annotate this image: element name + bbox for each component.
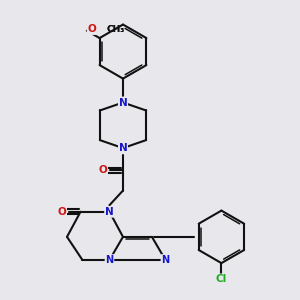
Text: N: N [105,255,113,265]
Text: N: N [118,143,127,153]
Text: O: O [58,207,66,217]
Text: Cl: Cl [216,274,227,284]
Text: O: O [98,166,107,176]
Text: N: N [118,98,127,107]
Text: O: O [88,24,96,34]
Text: N: N [105,255,113,265]
Text: O: O [98,166,107,176]
Text: CH₃: CH₃ [106,25,124,34]
Text: Cl: Cl [216,274,227,284]
Text: N: N [161,255,169,265]
Text: N: N [118,143,127,153]
Text: N: N [105,207,114,217]
Text: N: N [118,98,127,107]
Text: N: N [118,98,127,107]
Text: N: N [161,255,169,265]
Text: N: N [105,207,114,217]
Text: CH₃: CH₃ [106,25,124,34]
Text: O: O [88,24,96,34]
Text: O: O [58,207,66,217]
